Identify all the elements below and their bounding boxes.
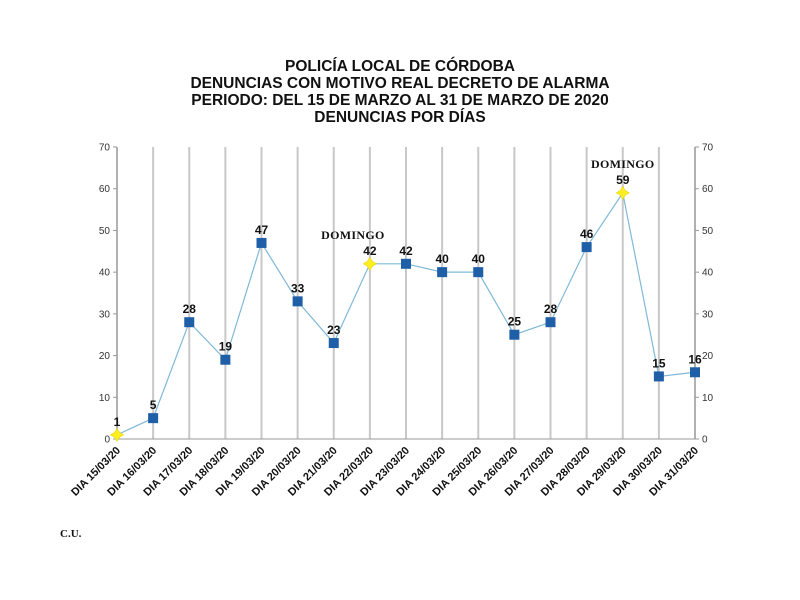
y-tick-label-left: 0	[104, 435, 110, 446]
data-point	[653, 371, 664, 382]
data-point	[148, 413, 159, 424]
data-label: 42	[363, 244, 377, 258]
data-label: 19	[219, 340, 233, 354]
annotation-domingo: DOMINGO	[591, 157, 654, 171]
y-tick-label-left: 70	[99, 143, 111, 154]
chart-subtitle-3: DENUNCIAS POR DÍAS	[314, 109, 486, 126]
y-tick-label-left: 40	[99, 268, 111, 279]
y-tick-label-right: 60	[702, 184, 714, 195]
data-label: 25	[508, 315, 522, 329]
data-label: 40	[435, 252, 449, 266]
data-point	[437, 267, 448, 278]
data-label: 28	[183, 302, 197, 316]
data-point-highlight	[362, 256, 377, 271]
data-point	[545, 317, 556, 328]
y-tick-label-right: 30	[702, 309, 714, 320]
y-tick-label-right: 20	[702, 351, 714, 362]
y-tick-label-right: 70	[702, 143, 714, 154]
data-point-highlight	[615, 185, 630, 200]
y-tick-label-right: 40	[702, 268, 714, 279]
chart-subtitle-1: DENUNCIAS CON MOTIVO REAL DECRETO DE ALA…	[190, 75, 610, 92]
y-tick-label-right: 0	[702, 435, 708, 446]
y-tick-label-left: 60	[99, 184, 111, 195]
data-label: 28	[544, 302, 558, 316]
data-label: 33	[291, 281, 305, 295]
y-tick-label-right: 50	[702, 226, 714, 237]
chart-title: POLICÍA LOCAL DE CÓRDOBA	[285, 58, 515, 75]
data-point	[473, 267, 484, 278]
y-tick-label-left: 20	[99, 351, 111, 362]
data-label: 1	[114, 415, 121, 429]
y-tick-label-left: 50	[99, 226, 111, 237]
data-label: 59	[616, 173, 630, 187]
data-point	[581, 242, 592, 253]
annotation-domingo: DOMINGO	[321, 228, 384, 242]
data-label: 40	[472, 252, 486, 266]
chart-titles: POLICÍA LOCAL DE CÓRDOBA DENUNCIAS CON M…	[0, 58, 800, 126]
y-tick-label-right: 10	[702, 393, 714, 404]
y-tick-label-left: 10	[99, 393, 111, 404]
data-label: 42	[399, 244, 413, 258]
data-point	[690, 367, 700, 378]
data-label: 46	[580, 227, 594, 241]
data-point	[256, 237, 267, 248]
data-point	[328, 338, 339, 349]
footer-initials: C.U.	[60, 528, 82, 540]
data-point	[401, 258, 411, 269]
data-label: 16	[688, 352, 702, 366]
data-label: 23	[327, 323, 341, 337]
data-point	[220, 354, 231, 365]
data-point	[509, 329, 520, 340]
data-label: 47	[255, 223, 269, 237]
data-point-highlight	[109, 427, 125, 442]
data-label: 15	[652, 356, 666, 370]
y-tick-label-left: 30	[99, 309, 111, 320]
data-point	[184, 317, 195, 328]
data-point	[292, 296, 303, 307]
data-label: 5	[150, 398, 157, 412]
chart-subtitle-2: PERIODO: DEL 15 DE MARZO AL 31 DE MARZO …	[191, 92, 609, 109]
